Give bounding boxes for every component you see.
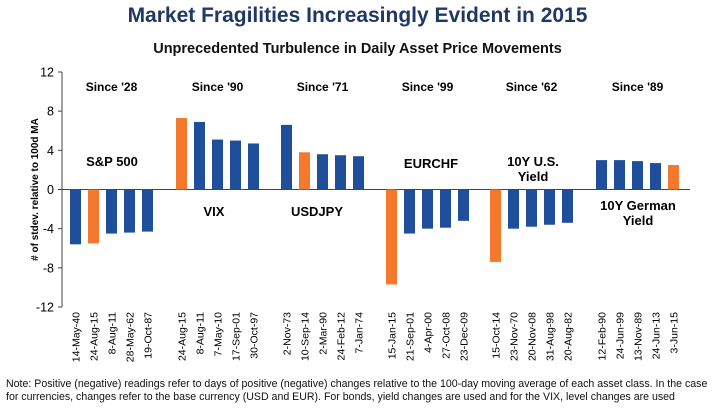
- x-tick-label: 23-Dec-09: [459, 312, 471, 361]
- bar: [335, 155, 346, 190]
- bar: [124, 189, 135, 233]
- bar: [490, 189, 501, 262]
- bar: [632, 161, 643, 190]
- asset-label: EURCHF: [404, 156, 458, 171]
- bar: [194, 121, 205, 190]
- x-tick-label: 24-Jun-99: [615, 312, 627, 359]
- x-tick-label: 24-Jun-13: [651, 312, 663, 359]
- bar: [281, 124, 292, 190]
- x-tick-label: 17-Sep-01: [231, 312, 243, 361]
- x-tick-label: 7-Jan-74: [354, 312, 366, 354]
- x-tick-label: 2-Nov-73: [282, 312, 294, 355]
- footnote: Note: Positive (negative) readings refer…: [6, 378, 708, 403]
- y-tick-label: 12: [40, 66, 54, 80]
- bar: [650, 163, 661, 190]
- x-tick-label: 15-Jan-15: [387, 312, 399, 359]
- bar: [668, 165, 679, 190]
- bar: [353, 156, 364, 190]
- since-label: Since '90: [192, 80, 244, 94]
- x-tick-label: 27-Oct-08: [441, 312, 453, 359]
- bar: [562, 189, 573, 223]
- y-tick-label: -8: [43, 261, 54, 275]
- asset-label: Yield: [623, 213, 654, 228]
- x-tick-label: 31-Aug-98: [545, 312, 557, 361]
- y-tick-label: 0: [47, 183, 54, 197]
- chart-title: Market Fragilities Increasingly Evident …: [127, 4, 588, 27]
- bar: [88, 189, 99, 244]
- x-tick-label: 15-Oct-14: [491, 312, 503, 359]
- asset-label: Yield: [518, 169, 549, 184]
- bar: [614, 160, 625, 190]
- bar: [248, 143, 259, 190]
- bar: [142, 189, 153, 232]
- bar: [458, 189, 469, 221]
- x-tick-label: 4-Apr-00: [423, 312, 435, 353]
- y-tick-label: -12: [36, 301, 54, 315]
- asset-label: 10Y German: [600, 198, 676, 213]
- x-tick-label: 24-Feb-12: [336, 312, 348, 361]
- asset-label: 10Y U.S.: [507, 154, 559, 169]
- x-tick-label: 30-Oct-97: [249, 312, 261, 359]
- bar: [526, 189, 537, 227]
- chart-subtitle: Unprecedented Turbulence in Daily Asset …: [153, 41, 562, 57]
- y-tick-label: 4: [47, 144, 54, 158]
- bar: [596, 160, 607, 190]
- asset-label: USDJPY: [291, 204, 343, 219]
- bar: [176, 118, 187, 190]
- x-tick-label: 14-May-40: [71, 312, 83, 362]
- bar: [508, 189, 519, 229]
- x-tick-label: 20-Nov-08: [527, 312, 539, 361]
- x-tick-label: 8-Aug-11: [195, 312, 207, 355]
- since-label: Since '89: [612, 80, 664, 94]
- since-label: Since '71: [297, 80, 349, 94]
- asset-label: S&P 500: [86, 154, 138, 169]
- x-tick-label: 10-Sep-14: [300, 312, 312, 361]
- bar: [544, 189, 555, 225]
- x-tick-label: 13-Nov-89: [633, 312, 645, 361]
- bar: [386, 189, 397, 285]
- x-tick-label: 8-Aug-11: [107, 312, 119, 355]
- x-tick-label: 3-Jun-15: [669, 312, 681, 354]
- x-tick-label: 7-May-10: [213, 312, 225, 357]
- x-tick-label: 12-Feb-90: [597, 312, 609, 361]
- since-label: Since '99: [402, 80, 454, 94]
- bar: [70, 189, 81, 245]
- bar: [106, 189, 117, 234]
- bar: [440, 189, 451, 228]
- x-tick-label: 24-Aug-15: [177, 312, 189, 361]
- bar: [422, 189, 433, 229]
- x-tick-label: 2-Mar-90: [318, 312, 330, 355]
- x-tick-label: 23-Nov-70: [509, 312, 521, 361]
- bar: [212, 139, 223, 190]
- bar: [317, 154, 328, 190]
- since-label: Since '28: [86, 80, 138, 94]
- x-tick-label: 19-Oct-87: [143, 312, 155, 359]
- y-tick-label: -4: [43, 222, 54, 236]
- x-tick-label: 24-Aug-15: [89, 312, 101, 361]
- since-label: Since '62: [506, 80, 558, 94]
- bar: [299, 152, 310, 190]
- bar: [230, 140, 241, 190]
- x-tick-label: 21-Sep-01: [405, 312, 417, 361]
- bar: [404, 189, 415, 234]
- asset-label: VIX: [204, 204, 225, 219]
- x-tick-label: 20-Aug-82: [563, 312, 575, 361]
- bar-chart: 12 8 4 0 -4 -8 -12 # of stdev. relative to 100d…: [30, 66, 690, 362]
- x-tick-label: 28-May-62: [125, 312, 137, 362]
- y-tick-label: 8: [47, 105, 54, 119]
- y-axis-title: # of stdev. relative to 100d MA: [30, 118, 41, 261]
